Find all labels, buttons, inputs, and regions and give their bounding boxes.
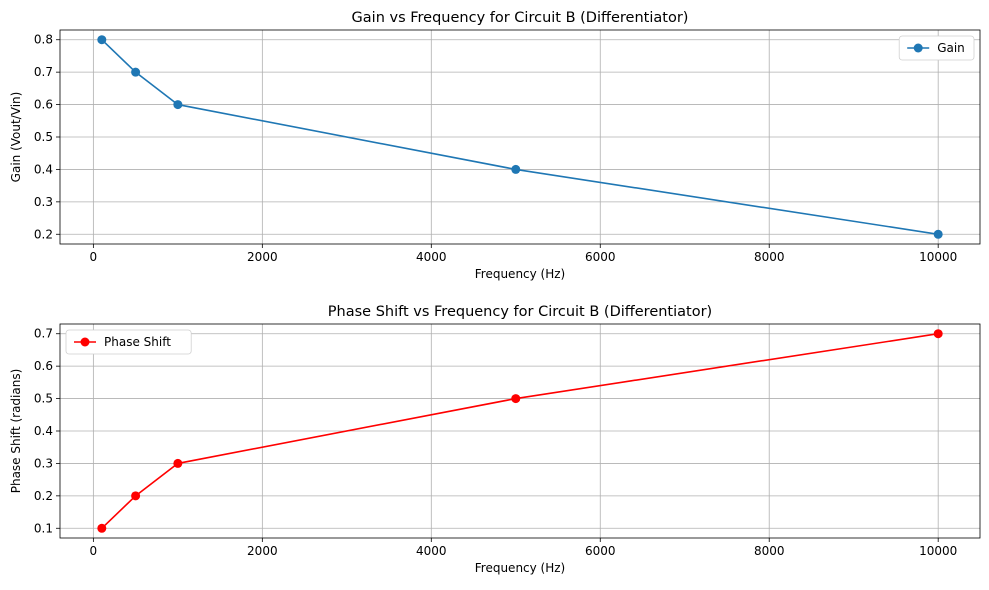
x-tick-label: 4000 xyxy=(416,544,447,558)
y-tick-label: 0.2 xyxy=(34,489,53,503)
x-tick-label: 4000 xyxy=(416,250,447,264)
x-tick-label: 6000 xyxy=(585,250,616,264)
legend-marker xyxy=(913,43,923,53)
y-tick-label: 0.4 xyxy=(34,162,53,176)
x-tick-label: 0 xyxy=(90,250,98,264)
data-point xyxy=(97,35,107,45)
plot-frame xyxy=(59,29,981,245)
y-tick-label: 0.3 xyxy=(34,195,53,209)
legend-marker xyxy=(80,337,90,347)
legend-label: Phase Shift xyxy=(104,335,171,349)
legend: Phase Shift xyxy=(65,329,192,355)
y-tick-label: 0.4 xyxy=(34,424,53,438)
y-tick-label: 0.6 xyxy=(34,359,53,373)
data-point xyxy=(511,164,521,174)
y-axis-label: Gain (Vout/Vin) xyxy=(9,92,23,183)
data-point xyxy=(131,491,141,501)
x-tick-label: 2000 xyxy=(247,544,278,558)
x-tick-label: 0 xyxy=(90,544,98,558)
x-axis-label: Frequency (Hz) xyxy=(475,561,566,575)
y-tick-label: 0.5 xyxy=(34,130,53,144)
y-tick-label: 0.2 xyxy=(34,227,53,241)
chart-1: 0 2000 4000 6000 8000 10000 0.2 0.3 0.4 0.5 0.6 0.7… xyxy=(9,10,981,281)
legend-box xyxy=(898,35,975,61)
x-tick-label: 10000 xyxy=(919,544,957,558)
data-point xyxy=(933,329,943,339)
chart-2: 0 2000 4000 6000 8000 10000 0.1 0.2 0.3 0.4 0.5 0.6… xyxy=(9,304,981,575)
data-point xyxy=(97,523,107,533)
data-point xyxy=(511,394,521,404)
y-tick-label: 0.3 xyxy=(34,456,53,470)
data-point xyxy=(131,67,141,77)
legend-label: Gain xyxy=(937,41,965,55)
chart-title: Phase Shift vs Frequency for Circuit B (… xyxy=(328,304,712,320)
y-axis-label: Phase Shift (radians) xyxy=(9,369,23,494)
y-tick-label: 0.5 xyxy=(34,392,53,406)
y-tick-label: 0.8 xyxy=(34,33,53,47)
x-axis-label: Frequency (Hz) xyxy=(475,267,566,281)
data-point xyxy=(933,229,943,239)
x-tick-label: 8000 xyxy=(754,250,785,264)
legend-box xyxy=(65,329,192,355)
y-tick-label: 0.1 xyxy=(34,521,53,535)
x-tick-label: 2000 xyxy=(247,250,278,264)
chart-title: Gain vs Frequency for Circuit B (Differe… xyxy=(352,10,689,26)
y-tick-label: 0.7 xyxy=(34,327,53,341)
plot-frame xyxy=(59,323,981,539)
y-tick-label: 0.7 xyxy=(34,65,53,79)
x-tick-label: 8000 xyxy=(754,544,785,558)
legend: Gain xyxy=(898,35,975,61)
data-point xyxy=(173,458,183,468)
x-tick-label: 6000 xyxy=(585,544,616,558)
data-point xyxy=(173,100,183,110)
x-tick-label: 10000 xyxy=(919,250,957,264)
y-tick-label: 0.6 xyxy=(34,98,53,112)
